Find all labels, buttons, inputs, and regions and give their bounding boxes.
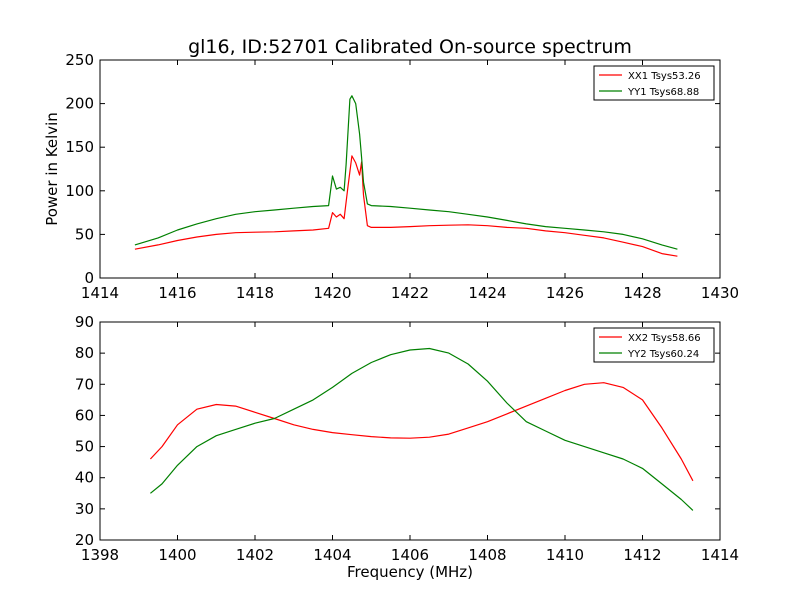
figure-title: gl16, ID:52701 Calibrated On-source spec… — [188, 36, 632, 58]
x-tick-label: 1410 — [546, 546, 584, 564]
y-axis-label: Power in Kelvin — [43, 112, 61, 226]
x-tick-label: 1406 — [391, 546, 429, 564]
y-tick-label: 150 — [65, 138, 94, 156]
x-tick-label: 1408 — [468, 546, 506, 564]
y-tick-label: 30 — [75, 500, 94, 518]
y-tick-label: 50 — [75, 438, 94, 456]
x-tick-label: 1422 — [391, 284, 429, 302]
legend-box — [593, 327, 715, 363]
x-tick-label: 1414 — [701, 546, 739, 564]
y-tick-label: 90 — [75, 313, 94, 331]
legend-1: XX1 Tsys53.26 YY1 Tsys68.88 — [593, 65, 715, 101]
panel-2: 1398 1400 1402 1404 1406 1408 1410 1412 1414 20 30… — [75, 313, 739, 564]
y-tick-label: 40 — [75, 469, 94, 487]
x-axis-label: Frequency (MHz) — [347, 563, 473, 581]
legend-box — [593, 65, 715, 101]
series-line-2-2 — [150, 347, 694, 511]
series-line-1-2 — [134, 95, 678, 250]
series-line-1-1 — [134, 155, 678, 257]
series-line-2-1 — [149, 382, 694, 482]
x-tick-label: 1428 — [623, 284, 661, 302]
x-tick-label: 1398 — [81, 546, 119, 564]
y-tick-label: 20 — [75, 531, 94, 549]
y-tick-label: 200 — [65, 95, 94, 113]
x-tick-label: 1430 — [701, 284, 739, 302]
x-tick-label: 1412 — [623, 546, 661, 564]
legend-label-1: XX2 Tsys58.66 — [628, 333, 701, 344]
panel-1: 1414 1416 1418 1420 1422 1424 1426 1428 1430 0 50 1… — [65, 51, 739, 302]
y-tick-label: 0 — [84, 269, 94, 287]
legend-label-2: YY2 Tsys60.24 — [627, 349, 699, 360]
x-tick-label: 1420 — [313, 284, 351, 302]
y-tick-label: 70 — [75, 375, 94, 393]
y-tick-label: 50 — [75, 225, 94, 243]
x-tick-label: 1414 — [81, 284, 119, 302]
legend-label-1: XX1 Tsys53.26 — [628, 71, 701, 82]
x-tick-label: 1424 — [468, 284, 506, 302]
x-tick-label: 1402 — [236, 546, 274, 564]
y-tick-label: 100 — [65, 182, 94, 200]
x-tick-label: 1404 — [313, 546, 351, 564]
x-tick-label: 1400 — [158, 546, 196, 564]
y-tick-label: 60 — [75, 406, 94, 424]
y-tick-label: 250 — [65, 51, 94, 69]
y-tick-label: 80 — [75, 344, 94, 362]
x-tick-label: 1416 — [158, 284, 196, 302]
legend-2: XX2 Tsys58.66 YY2 Tsys60.24 — [593, 327, 715, 363]
x-tick-label: 1418 — [236, 284, 274, 302]
legend-label-2: YY1 Tsys68.88 — [627, 87, 699, 98]
x-tick-label: 1426 — [546, 284, 584, 302]
